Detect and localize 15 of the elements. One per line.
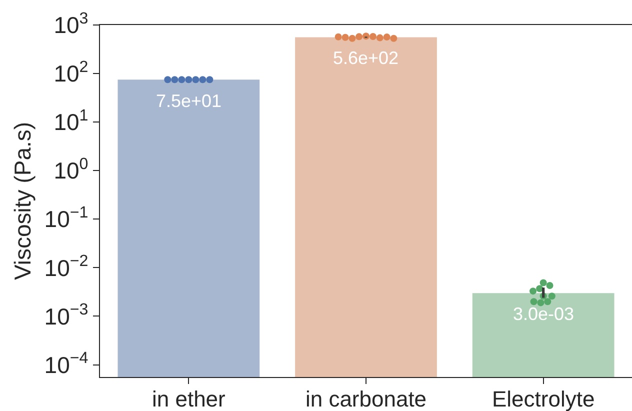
- y-tick-label: 10$^{3}$: [54, 9, 88, 38]
- x-tick-label: in ether: [152, 386, 226, 411]
- y-tick-label: 10$^{2}$: [54, 58, 88, 87]
- x-tick-label: in carbonate: [305, 386, 427, 411]
- y-tick-label: 10$^{1}$: [54, 106, 88, 136]
- y-tick-label: 10$^{−1}$: [44, 204, 88, 232]
- y-tick-label: 10$^{−4}$: [44, 349, 88, 378]
- x-tick-label: Electrolyte: [492, 386, 595, 411]
- y-tick-label: 10$^{−3}$: [44, 300, 88, 330]
- data-label: 3.0e-03: [513, 304, 574, 324]
- y-tick-label: 10$^{−2}$: [44, 252, 88, 281]
- data-label: 5.6e+02: [333, 48, 399, 68]
- y-tick-label: 10$^{0}$: [54, 155, 88, 184]
- y-axis-title: Viscosity (Pa.s): [10, 122, 36, 280]
- data-label: 7.5e+01: [156, 91, 222, 111]
